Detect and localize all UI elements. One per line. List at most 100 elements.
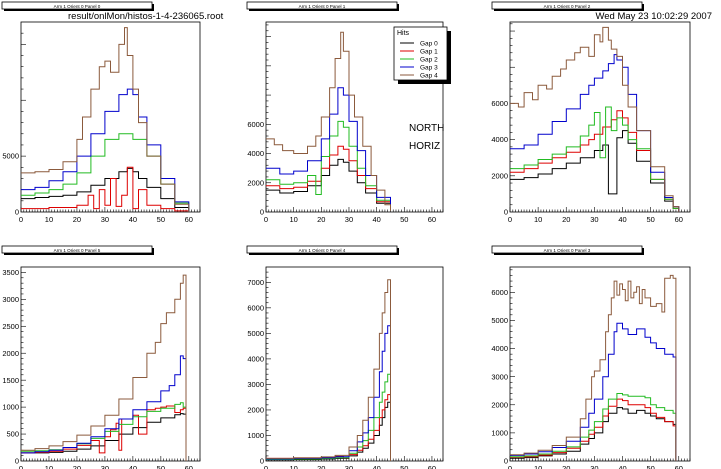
y-tick-label: 6000 (247, 120, 264, 129)
x-tick-label: 20 (73, 215, 81, 224)
x-tick-label: 0 (508, 464, 512, 469)
x-tick-label: 50 (157, 215, 165, 224)
y-tick-label: 5000 (491, 316, 508, 325)
panel-4: Arm 1 Orient 0 Panel 4 0 10 20 30 40 50 60 1000 2… (246, 245, 444, 469)
series-gap-4 (510, 26, 680, 212)
legend-entry: Gap 4 (420, 73, 438, 80)
y-tick-label: 6000 (491, 99, 508, 108)
series-gap-4 (21, 27, 190, 212)
y-tick-label: 4000 (491, 135, 508, 144)
file-name-label: result/onlMon/histos-1-4-236065.root (68, 11, 224, 22)
panel-title: Arm 1 Orient 0 Panel 1 (299, 4, 346, 9)
x-tick-label: 10 (45, 215, 53, 224)
x-tick-label: 30 (345, 464, 353, 469)
y-tick-label: 0 (15, 208, 19, 217)
panel-5: Arm 1 Orient 0 Panel 3 0 10 20 30 40 50 60 1000 2… (491, 245, 691, 469)
x-tick-label: 60 (185, 464, 193, 469)
series-gap-3 (266, 325, 391, 461)
legend-entry: Gap 0 (420, 41, 438, 48)
y-tick-label: 5000 (247, 329, 264, 338)
x-tick-label: 40 (618, 464, 626, 469)
x-tick-label: 50 (646, 215, 654, 224)
y-tick-label: 6000 (247, 303, 264, 312)
panel-1: Arm 1 Orient 0 Panel 1 0 10 20 30 40 50 60 2000 4… (246, 1, 444, 224)
x-tick-label: 10 (534, 215, 542, 224)
panel-0: Arm 1 Orient 0 Panel 0 0 10 20 30 40 50 60 5000 0 (1, 1, 201, 224)
y-tick-label: 3500 (2, 268, 19, 277)
panel-title: Arm 1 Orient 0 Panel 5 (54, 248, 101, 253)
title-box (1, 245, 153, 254)
series-gap-0 (21, 167, 190, 212)
series-gap-3 (21, 355, 187, 461)
x-tick-label: 10 (534, 464, 542, 469)
y-tick-label: 1000 (491, 428, 508, 437)
panel-2: Arm 1 Orient 0 Panel 2 0 10 20 30 40 50 60 2000 4… (491, 1, 691, 224)
legend-entry: Gap 3 (420, 65, 438, 72)
series-gap-4 (510, 274, 677, 461)
y-tick-label: 4000 (247, 149, 264, 158)
series-gap-4 (266, 279, 391, 461)
x-tick-label: 40 (372, 464, 380, 469)
y-tick-label: 1500 (2, 376, 19, 385)
x-tick-label: 0 (19, 215, 23, 224)
series-gap-2 (266, 373, 391, 461)
annotation-horiz: HORIZ (409, 141, 440, 152)
x-tick-label: 30 (590, 215, 598, 224)
x-tick-label: 20 (562, 464, 570, 469)
y-tick-label: 1000 (247, 431, 264, 440)
series-gap-0 (266, 158, 391, 211)
y-tick-label: 2000 (491, 171, 508, 180)
x-tick-label: 40 (129, 464, 137, 469)
title-box (246, 245, 398, 254)
x-tick-label: 30 (590, 464, 598, 469)
x-tick-label: 60 (675, 464, 683, 469)
series-gap-3 (266, 87, 391, 210)
x-tick-label: 30 (101, 464, 109, 469)
x-tick-label: 10 (289, 215, 297, 224)
series-gap-2 (266, 120, 391, 211)
x-tick-label: 20 (317, 464, 325, 469)
y-tick-label: 0 (504, 457, 508, 466)
title-box (491, 1, 643, 10)
y-tick-label: 2000 (2, 349, 19, 358)
x-tick-label: 50 (157, 464, 165, 469)
x-tick-label: 60 (185, 215, 193, 224)
y-tick-label: 4000 (491, 344, 508, 353)
y-tick-label: 6000 (491, 288, 508, 297)
series-gap-2 (510, 106, 680, 212)
x-tick-label: 60 (428, 464, 436, 469)
y-tick-label: 0 (260, 457, 264, 466)
series-gap-0 (21, 413, 187, 461)
x-tick-label: 40 (372, 215, 380, 224)
panel-3: Arm 1 Orient 0 Panel 5 0 10 20 30 40 50 60 500 10… (1, 245, 201, 469)
y-tick-label: 1000 (2, 403, 19, 412)
y-tick-label: 500 (6, 430, 19, 439)
legend-title: Hits (397, 30, 410, 37)
series-gap-1 (510, 398, 677, 461)
date-label: Wed May 23 10:02:29 2007 (595, 11, 712, 22)
title-box (491, 245, 643, 254)
y-tick-label: 2000 (247, 178, 264, 187)
y-tick-label: 2000 (491, 400, 508, 409)
series-gap-1 (266, 394, 391, 461)
series-gap-2 (510, 393, 677, 461)
x-tick-label: 30 (101, 215, 109, 224)
x-tick-label: 30 (345, 215, 353, 224)
legend-entry: Gap 2 (420, 57, 438, 64)
y-tick-label: 3000 (247, 380, 264, 389)
x-tick-label: 40 (129, 215, 137, 224)
x-tick-label: 0 (264, 215, 268, 224)
panel-title: Arm 1 Orient 0 Panel 3 (544, 248, 591, 253)
y-tick-label: 2000 (247, 406, 264, 415)
legend-entry: Gap 1 (420, 49, 438, 56)
series-gap-1 (266, 145, 391, 211)
y-tick-label: 0 (260, 208, 264, 217)
x-tick-label: 10 (45, 464, 53, 469)
x-tick-label: 10 (289, 464, 297, 469)
y-tick-label: 5000 (2, 152, 19, 161)
x-tick-label: 20 (317, 215, 325, 224)
y-tick-label: 0 (15, 457, 19, 466)
x-tick-label: 0 (508, 215, 512, 224)
